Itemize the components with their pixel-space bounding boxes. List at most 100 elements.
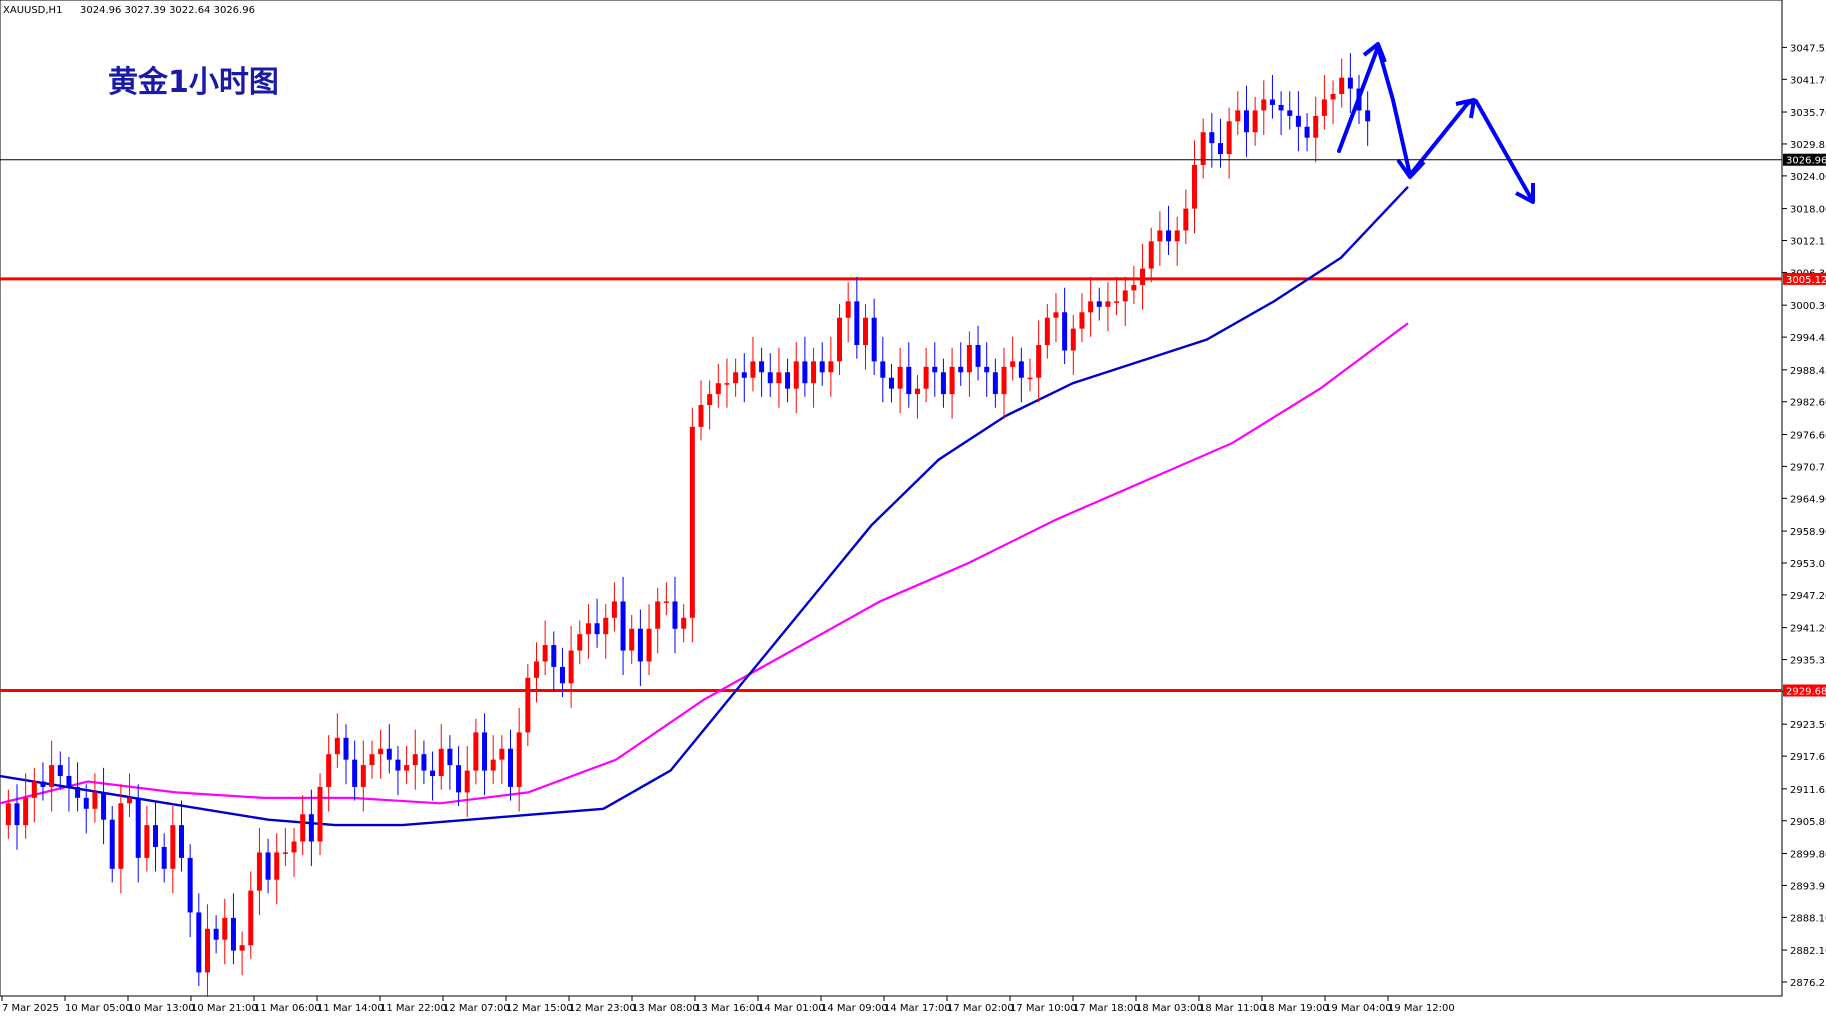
candle-body bbox=[1018, 361, 1024, 378]
candle-body bbox=[360, 765, 366, 787]
candle bbox=[1148, 227, 1154, 283]
candle-body bbox=[499, 748, 505, 760]
candle bbox=[603, 604, 609, 659]
candle bbox=[1157, 211, 1163, 266]
candle bbox=[144, 806, 150, 872]
candle-body bbox=[1036, 345, 1042, 378]
candle-body bbox=[715, 383, 721, 395]
support-resistance-lines: 3005.12 2929.68 bbox=[0, 272, 1826, 697]
candle-body bbox=[447, 748, 453, 766]
candle bbox=[92, 773, 98, 823]
candle-body bbox=[1278, 104, 1284, 111]
candle bbox=[1070, 314, 1076, 376]
candle bbox=[438, 724, 444, 790]
time-tick-label: 17 Mar 02:00 bbox=[947, 1003, 1014, 1014]
candle-body bbox=[897, 366, 903, 389]
candle-body bbox=[906, 366, 912, 395]
candle-body bbox=[629, 628, 635, 651]
candle bbox=[914, 375, 920, 419]
candle-body bbox=[663, 601, 669, 603]
time-tick-label: 17 Mar 18:00 bbox=[1073, 1003, 1140, 1014]
candle-body bbox=[430, 770, 436, 777]
candle bbox=[49, 740, 55, 812]
candle bbox=[326, 735, 332, 812]
candle bbox=[871, 298, 877, 376]
candle bbox=[1105, 282, 1111, 332]
candle-body bbox=[750, 361, 756, 378]
candle bbox=[585, 604, 591, 659]
candle bbox=[542, 620, 548, 676]
candle bbox=[153, 800, 159, 872]
candle bbox=[551, 631, 557, 692]
candle-body bbox=[204, 928, 210, 973]
candle-body bbox=[83, 797, 89, 809]
candle-body bbox=[681, 617, 687, 629]
candle bbox=[715, 364, 721, 408]
candle bbox=[975, 325, 981, 381]
candle-body bbox=[845, 301, 851, 318]
candle-body bbox=[577, 634, 583, 651]
candle bbox=[40, 762, 46, 801]
candle bbox=[282, 827, 288, 867]
candle-body bbox=[646, 628, 652, 662]
candle bbox=[1053, 293, 1059, 343]
candle bbox=[256, 827, 262, 916]
candle bbox=[707, 380, 713, 430]
candle-body bbox=[871, 317, 877, 362]
candle bbox=[663, 582, 669, 616]
candle-body bbox=[101, 792, 107, 820]
candle-body bbox=[1217, 143, 1223, 155]
candle-body bbox=[23, 797, 29, 826]
candle bbox=[984, 342, 990, 397]
candle bbox=[533, 642, 539, 703]
candle bbox=[14, 784, 20, 850]
candle bbox=[923, 347, 929, 403]
candle-body bbox=[1044, 317, 1050, 346]
candle-body bbox=[1096, 301, 1102, 307]
candle bbox=[1200, 118, 1206, 179]
candle-body bbox=[923, 366, 929, 389]
candle bbox=[499, 735, 505, 785]
candle bbox=[698, 380, 704, 441]
candle bbox=[23, 773, 29, 839]
candle-body bbox=[178, 825, 184, 858]
candle bbox=[31, 767, 37, 823]
price-tick-label: 2917.65 bbox=[1790, 752, 1826, 763]
candle-body bbox=[1114, 301, 1120, 303]
candle bbox=[187, 844, 193, 937]
candle-body bbox=[785, 372, 791, 389]
arrow-head-up bbox=[1455, 98, 1476, 119]
candle bbox=[525, 664, 531, 747]
candle-body bbox=[620, 601, 626, 651]
time-tick-label: 12 Mar 23:00 bbox=[569, 1003, 636, 1014]
candle-body bbox=[1365, 110, 1371, 122]
candle-body bbox=[473, 732, 479, 771]
candle-body bbox=[109, 819, 115, 869]
candle bbox=[741, 353, 747, 403]
candle bbox=[1114, 276, 1120, 315]
time-tick-label: 10 Mar 21:00 bbox=[191, 1003, 258, 1014]
candle bbox=[724, 358, 730, 408]
candle bbox=[1010, 336, 1016, 381]
candle bbox=[127, 773, 133, 817]
candle-body bbox=[1105, 301, 1111, 307]
candle bbox=[213, 915, 219, 954]
candle bbox=[386, 724, 392, 774]
candle-body bbox=[603, 617, 609, 635]
candle-body bbox=[802, 361, 808, 384]
candle-body bbox=[256, 852, 262, 891]
candle-body bbox=[525, 677, 531, 733]
candle bbox=[620, 576, 626, 676]
candle-body bbox=[1122, 290, 1128, 302]
candle bbox=[845, 282, 851, 343]
candle-body bbox=[369, 754, 375, 766]
candle-body bbox=[966, 345, 972, 373]
candle-body bbox=[1079, 312, 1085, 329]
candle-body bbox=[464, 770, 470, 793]
candle-body bbox=[1209, 132, 1215, 144]
price-tick-label: 2953.05 bbox=[1790, 559, 1826, 570]
candle-body bbox=[75, 786, 81, 798]
time-tick-label: 10 Mar 13:00 bbox=[128, 1003, 195, 1014]
